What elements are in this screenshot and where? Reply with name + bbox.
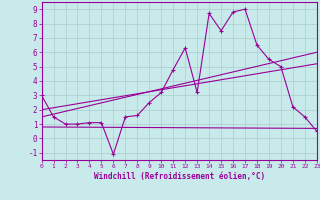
- X-axis label: Windchill (Refroidissement éolien,°C): Windchill (Refroidissement éolien,°C): [94, 172, 265, 181]
